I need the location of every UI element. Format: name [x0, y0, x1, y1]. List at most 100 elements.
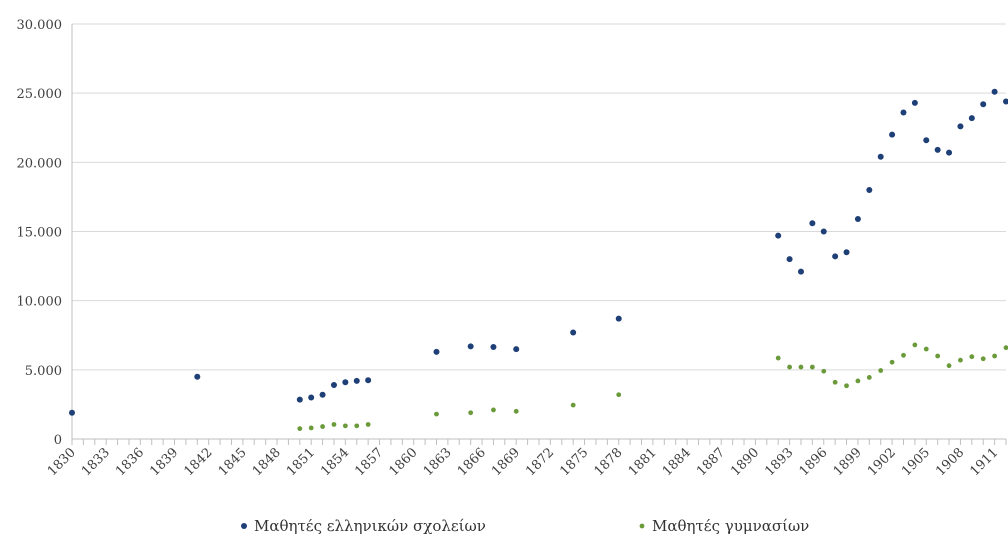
x-tick-label: 1854 [318, 445, 352, 479]
data-point [900, 110, 906, 116]
data-point [570, 329, 576, 335]
data-point [924, 347, 929, 352]
data-point [616, 392, 621, 397]
data-point [935, 354, 940, 359]
data-point [901, 353, 906, 358]
data-point [490, 344, 496, 350]
x-tick-label: 1833 [79, 445, 113, 479]
data-point [354, 378, 360, 384]
x-tick-label: 1848 [250, 445, 284, 479]
legend-marker [640, 524, 645, 529]
data-point [434, 412, 439, 417]
legend-label: Μαθητές ελληνικών σχολείων [254, 517, 486, 535]
data-point [69, 410, 75, 416]
x-tick-label: 1884 [660, 445, 694, 479]
data-point [433, 349, 439, 355]
x-tick-label: 1890 [728, 445, 762, 479]
data-point [809, 220, 815, 226]
x-tick-label: 1869 [489, 445, 523, 479]
data-point [491, 408, 496, 413]
x-tick-label: 1893 [762, 445, 796, 479]
legend-label: Μαθητές γυμνασίων [652, 517, 809, 535]
x-tick-label: 1905 [899, 445, 933, 479]
data-point [342, 379, 348, 385]
data-point [992, 354, 997, 359]
data-point [798, 269, 804, 275]
data-point [980, 101, 986, 107]
data-point [856, 379, 861, 384]
data-point [969, 354, 974, 359]
x-tick-label: 1896 [797, 445, 831, 479]
data-point [935, 147, 941, 153]
data-point [468, 343, 474, 349]
data-point [468, 410, 473, 415]
x-tick-label: 1839 [147, 445, 181, 479]
x-tick-label: 1875 [557, 445, 591, 479]
data-point [309, 426, 314, 431]
data-point [844, 249, 850, 255]
data-point [365, 377, 371, 383]
data-point [513, 346, 519, 352]
data-point [331, 382, 337, 388]
data-point [776, 356, 781, 361]
x-tick-label: 1845 [216, 445, 250, 479]
data-point [308, 395, 314, 401]
data-point [821, 229, 827, 235]
x-tick-label: 1842 [182, 445, 216, 479]
legend-marker [241, 523, 247, 529]
data-point [799, 365, 804, 370]
data-point [775, 233, 781, 239]
data-point [297, 397, 303, 403]
data-point [833, 380, 838, 385]
data-point [957, 123, 963, 129]
data-point [297, 426, 302, 431]
data-point [366, 422, 371, 427]
data-point [890, 360, 895, 365]
y-tick-label: 15.000 [17, 226, 63, 241]
y-tick-label: 20.000 [17, 156, 63, 171]
data-point [810, 365, 815, 370]
x-tick-label: 1911 [967, 445, 1001, 479]
data-point [889, 132, 895, 138]
data-point [343, 423, 348, 428]
data-point [320, 424, 325, 429]
data-point [867, 375, 872, 380]
data-point [194, 374, 200, 380]
x-tick-label: 1881 [626, 445, 660, 479]
data-point [320, 392, 326, 398]
x-tick-label: 1899 [831, 445, 865, 479]
data-point [855, 216, 861, 222]
data-point [354, 423, 359, 428]
data-point [923, 137, 929, 143]
y-tick-label: 10.000 [17, 295, 63, 310]
x-tick-label: 1860 [387, 445, 421, 479]
data-point [787, 365, 792, 370]
x-tick-label: 1887 [694, 445, 728, 479]
x-tick-label: 1872 [523, 445, 557, 479]
x-tick-label: 1830 [45, 445, 79, 479]
data-point [912, 100, 918, 106]
data-point [958, 358, 963, 363]
data-point [866, 187, 872, 193]
data-point [332, 422, 337, 427]
data-point [947, 363, 952, 368]
data-point [514, 409, 519, 414]
data-point [844, 383, 849, 388]
y-tick-label: 30.000 [17, 18, 63, 33]
data-point [787, 256, 793, 262]
x-tick-label: 1902 [865, 445, 899, 479]
data-point [1004, 345, 1008, 350]
x-tick-label: 1857 [352, 445, 386, 479]
x-tick-label: 1851 [284, 445, 318, 479]
data-point [969, 115, 975, 121]
x-tick-label: 1836 [113, 445, 147, 479]
data-point [821, 369, 826, 374]
data-point [878, 368, 883, 373]
data-point [946, 150, 952, 156]
data-point [878, 154, 884, 160]
data-point [981, 356, 986, 361]
y-tick-label: 25.000 [17, 87, 63, 102]
x-tick-label: 1878 [592, 445, 626, 479]
